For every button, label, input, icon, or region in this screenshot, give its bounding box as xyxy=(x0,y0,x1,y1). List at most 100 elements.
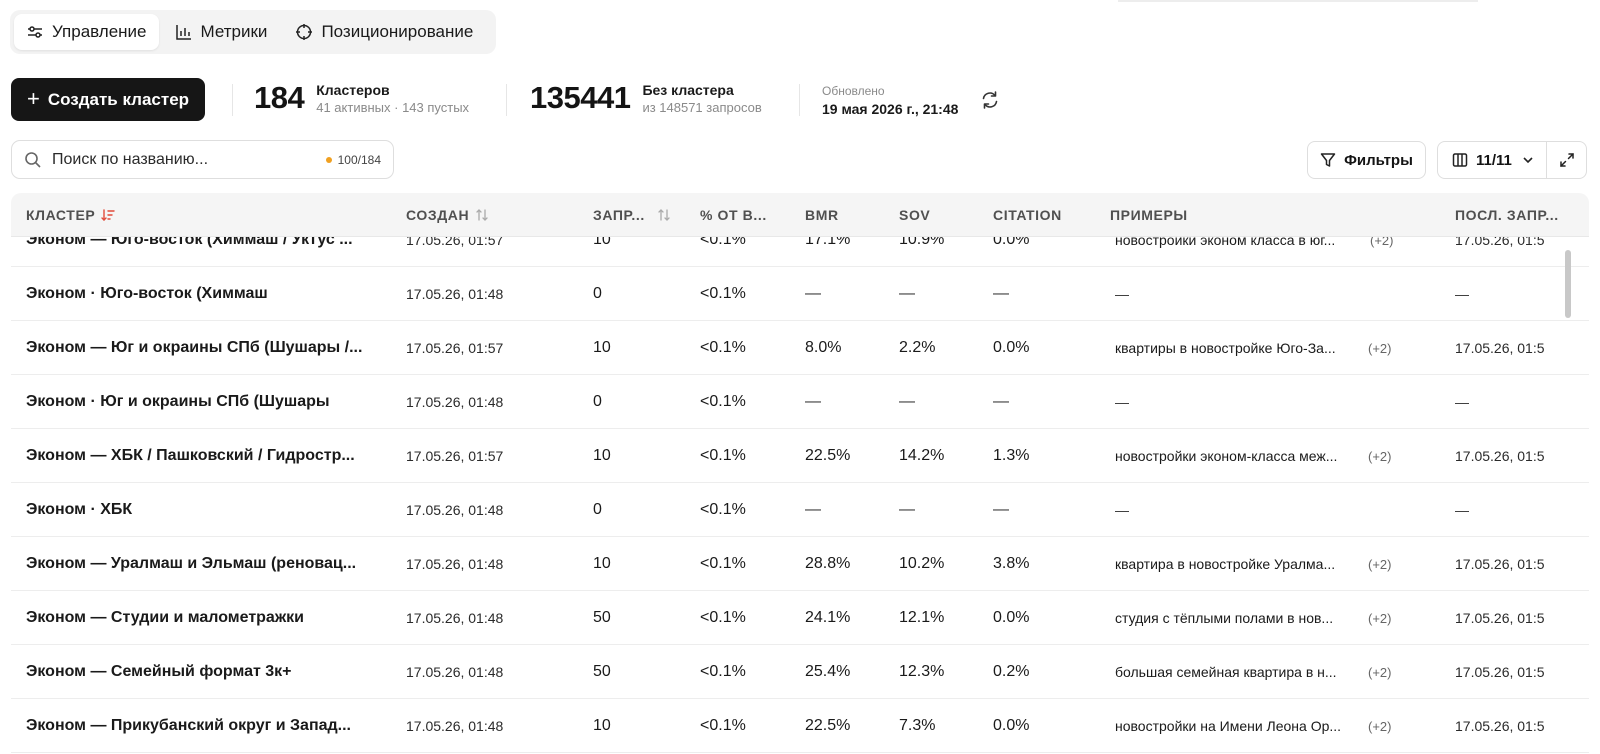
created-date: 17.05.26, 01:48 xyxy=(406,718,504,734)
column-label: % ОТ В... xyxy=(700,207,767,223)
more-examples-badge[interactable]: (+2) xyxy=(1368,448,1392,464)
table-body: Эконом — Юго-восток (Химмаш / Уктус ... 1… xyxy=(11,213,1589,753)
citation-value: 0.2% xyxy=(993,663,1030,680)
last-query-date: 17.05.26, 01:5 xyxy=(1455,340,1545,356)
tab-positioning[interactable]: Позиционирование xyxy=(283,14,485,50)
column-header-share[interactable]: % ОТ В... xyxy=(700,193,767,237)
search-icon xyxy=(25,151,41,168)
unclustered-label: Без кластера xyxy=(642,81,734,98)
column-label: СОЗДАН xyxy=(406,207,470,223)
clusters-stat: 184 Кластеров 41 активных · 143 пустых xyxy=(254,80,469,116)
more-examples-badge[interactable]: (+2) xyxy=(1368,340,1392,356)
updated-value: 19 мая 2026 г., 21:48 xyxy=(822,101,959,117)
citation-value: 0.0% xyxy=(993,609,1030,626)
share-value: <0.1% xyxy=(700,555,746,572)
filters-button[interactable]: Фильтры xyxy=(1307,141,1426,179)
column-label: ПРИМЕРЫ xyxy=(1110,207,1188,223)
table-row[interactable]: Эконом — ХБК / Пашковский / Гидростр... 1… xyxy=(11,429,1589,483)
example-query: большая семейная квартира в н... xyxy=(1115,664,1337,680)
column-label: КЛАСТЕР xyxy=(26,207,96,223)
sov-value: 10.2% xyxy=(899,555,945,572)
column-header-created[interactable]: СОЗДАН xyxy=(406,193,489,237)
example-query: квартиры в новостройке Юго-За... xyxy=(1115,340,1336,356)
tab-metrics[interactable]: Метрики xyxy=(163,14,280,50)
column-label: BMR xyxy=(805,207,839,223)
share-value: <0.1% xyxy=(700,339,746,356)
last-query-date: 17.05.26, 01:5 xyxy=(1455,664,1545,680)
search-count: 100/184 xyxy=(337,152,381,167)
tab-management[interactable]: Управление xyxy=(14,14,159,50)
queries-count: 10 xyxy=(593,555,611,572)
table-row[interactable]: Эконом · ХБК 17.05.26, 01:48 0 <0.1% — — — — — xyxy=(11,483,1589,537)
more-examples-badge[interactable]: (+2) xyxy=(1368,556,1392,572)
table-row[interactable]: Эконом · Юго-восток (Химмаш 17.05.26, 01:… xyxy=(11,267,1589,321)
table-header: КЛАСТЕР СОЗДАН ЗАПР... % ОТ В... BMR SOV… xyxy=(11,193,1589,237)
cluster-name: Эконом — ХБК / Пашковский / Гидростр... xyxy=(26,447,355,464)
citation-value: 3.8% xyxy=(993,555,1030,572)
column-header-cluster[interactable]: КЛАСТЕР xyxy=(26,193,116,237)
example-query: студия с тёплыми полами в нов... xyxy=(1115,610,1334,626)
last-query-date: 17.05.26, 01:5 xyxy=(1455,448,1545,464)
table-row[interactable]: Эконом — Студии и малометражки 17.05.26, … xyxy=(11,591,1589,645)
created-date: 17.05.26, 01:57 xyxy=(406,448,504,464)
sov-value: — xyxy=(899,285,915,302)
column-header-bmr[interactable]: BMR xyxy=(805,193,839,237)
share-value: <0.1% xyxy=(700,447,746,464)
column-header-last-query[interactable]: ПОСЛ. ЗАПР... xyxy=(1455,193,1559,237)
created-date: 17.05.26, 01:48 xyxy=(406,556,504,572)
sov-value: 12.3% xyxy=(899,663,945,680)
columns-dropdown[interactable]: 11/11 xyxy=(1438,152,1546,169)
table-row[interactable]: Эконом — Прикубанский округ и Запад... 17… xyxy=(11,699,1589,753)
clusters-label: Кластеров xyxy=(316,81,390,98)
bmr-value: 28.8% xyxy=(805,555,851,572)
search-box: 100/184 xyxy=(11,140,394,179)
queries-count: 10 xyxy=(593,717,611,734)
column-header-examples[interactable]: ПРИМЕРЫ xyxy=(1110,193,1188,237)
created-date: 17.05.26, 01:48 xyxy=(406,664,504,680)
table-row[interactable]: Эконом — Юг и окраины СПб (Шушары /... 17… xyxy=(11,321,1589,375)
column-header-citation[interactable]: CITATION xyxy=(993,193,1062,237)
divider xyxy=(1546,141,1547,179)
example-query: — xyxy=(1115,502,1129,518)
column-label: SOV xyxy=(899,207,931,223)
clusters-sub: 41 активных · 143 пустых xyxy=(316,99,470,115)
cluster-name: Эконом · Юг и окраины СПб (Шушары xyxy=(26,393,330,410)
refresh-icon[interactable] xyxy=(980,90,1000,110)
last-query-date: — xyxy=(1455,286,1469,302)
citation-value: — xyxy=(993,285,1009,302)
table-row[interactable]: Эконом — Семейный формат 3к+ 17.05.26, 01… xyxy=(11,645,1589,699)
unclustered-stat: 135441 Без кластера из 148571 запросов xyxy=(530,80,762,116)
column-header-queries[interactable]: ЗАПР... xyxy=(593,193,671,237)
updated-info: Обновлено 19 мая 2026 г., 21:48 xyxy=(822,84,958,117)
sov-value: — xyxy=(899,501,915,518)
more-examples-badge[interactable]: (+2) xyxy=(1368,718,1392,734)
view-tabs: Управление Метрики Позиционирование xyxy=(10,10,496,54)
sov-value: — xyxy=(899,393,915,410)
columns-control: 11/11 xyxy=(1437,141,1587,179)
queries-count: 0 xyxy=(593,393,602,410)
top-divider xyxy=(1118,0,1478,2)
table-row[interactable]: Эконом · Юг и окраины СПб (Шушары 17.05.2… xyxy=(11,375,1589,429)
more-examples-badge[interactable]: (+2) xyxy=(1368,610,1392,626)
citation-value: 0.0% xyxy=(993,339,1030,356)
search-input[interactable] xyxy=(52,150,302,169)
sov-value: 14.2% xyxy=(899,447,945,464)
sort-icon xyxy=(658,209,670,221)
share-value: <0.1% xyxy=(700,663,746,680)
tab-label: Позиционирование xyxy=(321,22,474,41)
table-row[interactable]: Эконом — Уралмаш и Эльмаш (реновац... 17.… xyxy=(11,537,1589,591)
scrollbar[interactable] xyxy=(1565,250,1571,318)
queries-count: 10 xyxy=(593,339,611,356)
citation-value: 1.3% xyxy=(993,447,1030,464)
queries-count: 50 xyxy=(593,609,611,626)
columns-icon xyxy=(1452,153,1468,167)
expand-button[interactable] xyxy=(1547,142,1586,178)
create-cluster-button[interactable]: + Создать кластер xyxy=(11,78,205,121)
bmr-value: 24.1% xyxy=(805,609,851,626)
bmr-value: 25.4% xyxy=(805,663,851,680)
column-header-sov[interactable]: SOV xyxy=(899,193,930,237)
more-examples-badge[interactable]: (+2) xyxy=(1368,664,1392,680)
divider xyxy=(506,84,507,116)
cluster-name: Эконом — Студии и малометражки xyxy=(26,609,305,626)
filter-icon xyxy=(1320,153,1336,167)
